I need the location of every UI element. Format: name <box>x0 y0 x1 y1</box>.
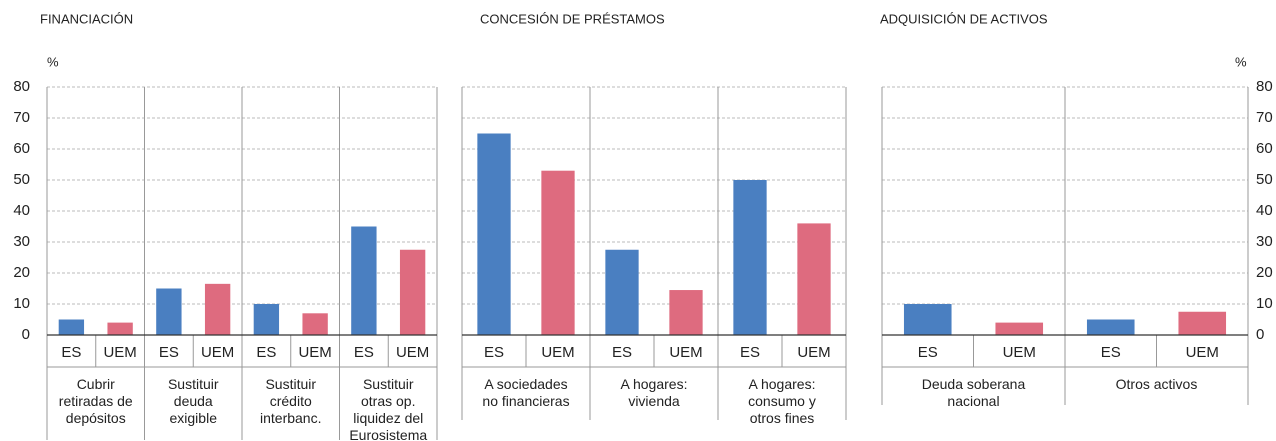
panel-title: CONCESIÓN DE PRÉSTAMOS <box>480 11 665 26</box>
bar <box>156 288 182 335</box>
series-label: UEM <box>201 344 234 361</box>
panel-title: FINANCIACIÓN <box>40 11 133 26</box>
category-label-box: Otros activos <box>1115 376 1198 392</box>
y-tick-label: 60 <box>13 140 30 157</box>
bar <box>351 226 377 335</box>
y-tick-label: 10 <box>1256 295 1273 312</box>
category-label: Otros activos <box>1115 376 1198 392</box>
series-label: UEM <box>1003 344 1036 361</box>
y-tick-label: 20 <box>1256 264 1273 281</box>
y-axis-label: % <box>47 54 59 69</box>
bar <box>204 283 231 335</box>
bar <box>995 322 1044 335</box>
y-tick-label: 50 <box>13 171 30 188</box>
y-tick-label: 80 <box>13 78 30 95</box>
category-label-box: Sustituir crédito interbanc. <box>260 376 322 426</box>
y-tick-label: 60 <box>1256 140 1273 157</box>
series-label: ES <box>740 344 760 361</box>
bar <box>107 322 133 335</box>
category-label: A sociedades no financieras <box>482 376 570 409</box>
category-label-box: Cubrir retiradas de depósitos <box>58 376 133 426</box>
category-label-box: Deuda soberana nacional <box>921 376 1026 409</box>
series-label: UEM <box>298 344 331 361</box>
y-tick-label: 70 <box>13 109 30 126</box>
bar <box>797 223 831 335</box>
bar <box>58 319 85 335</box>
category-label: A hogares: vivienda <box>620 376 688 409</box>
category-label: A hogares: consumo y otros fines <box>748 376 816 426</box>
category-label-box: A hogares: vivienda <box>620 376 688 409</box>
y-tick-label: 50 <box>1256 171 1273 188</box>
series-label: ES <box>918 344 938 361</box>
series-label: ES <box>159 344 179 361</box>
series-label: ES <box>354 344 374 361</box>
category-label: Deuda soberana nacional <box>921 376 1026 409</box>
bar <box>1178 311 1227 335</box>
y-tick-label: 40 <box>1256 202 1273 219</box>
bar <box>733 180 767 335</box>
bar <box>302 313 328 335</box>
bar <box>669 290 703 335</box>
series-label: UEM <box>541 344 574 361</box>
category-label: Sustituir deuda exigible <box>167 376 219 426</box>
series-label: UEM <box>797 344 830 361</box>
category-label-box: A sociedades no financieras <box>482 376 570 409</box>
y-axis-label: % <box>1235 54 1247 69</box>
y-tick-label: 70 <box>1256 109 1273 126</box>
category-label: Sustituir otras op. liquidez del Eurosis… <box>349 376 428 441</box>
category-label-box: Sustituir deuda exigible <box>167 376 219 426</box>
y-tick-label: 30 <box>13 233 30 250</box>
y-tick-label: 30 <box>1256 233 1273 250</box>
bar <box>399 249 426 335</box>
y-tick-label: 40 <box>13 202 30 219</box>
bar <box>903 304 952 335</box>
panel-title: ADQUISICIÓN DE ACTIVOS <box>880 11 1048 26</box>
series-label: ES <box>256 344 276 361</box>
series-label: UEM <box>103 344 136 361</box>
bar <box>253 304 280 335</box>
series-label: ES <box>61 344 81 361</box>
series-label: ES <box>612 344 632 361</box>
bar <box>477 133 511 335</box>
category-label: Cubrir retiradas de depósitos <box>58 376 133 426</box>
y-tick-label: 80 <box>1256 78 1273 95</box>
series-label: ES <box>1101 344 1121 361</box>
bar <box>541 170 575 335</box>
category-label-box: A hogares: consumo y otros fines <box>748 376 816 426</box>
bar <box>1086 319 1135 335</box>
y-tick-label: 0 <box>1256 326 1264 343</box>
y-tick-label: 10 <box>13 295 30 312</box>
category-label-box: Sustituir otras op. liquidez del Eurosis… <box>349 376 428 441</box>
bar <box>605 249 639 335</box>
series-label: ES <box>484 344 504 361</box>
y-tick-label: 20 <box>13 264 30 281</box>
series-label: UEM <box>396 344 429 361</box>
category-label: Sustituir crédito interbanc. <box>260 376 322 426</box>
y-tick-label: 0 <box>22 326 30 343</box>
series-label: UEM <box>1186 344 1219 361</box>
series-label: UEM <box>669 344 702 361</box>
